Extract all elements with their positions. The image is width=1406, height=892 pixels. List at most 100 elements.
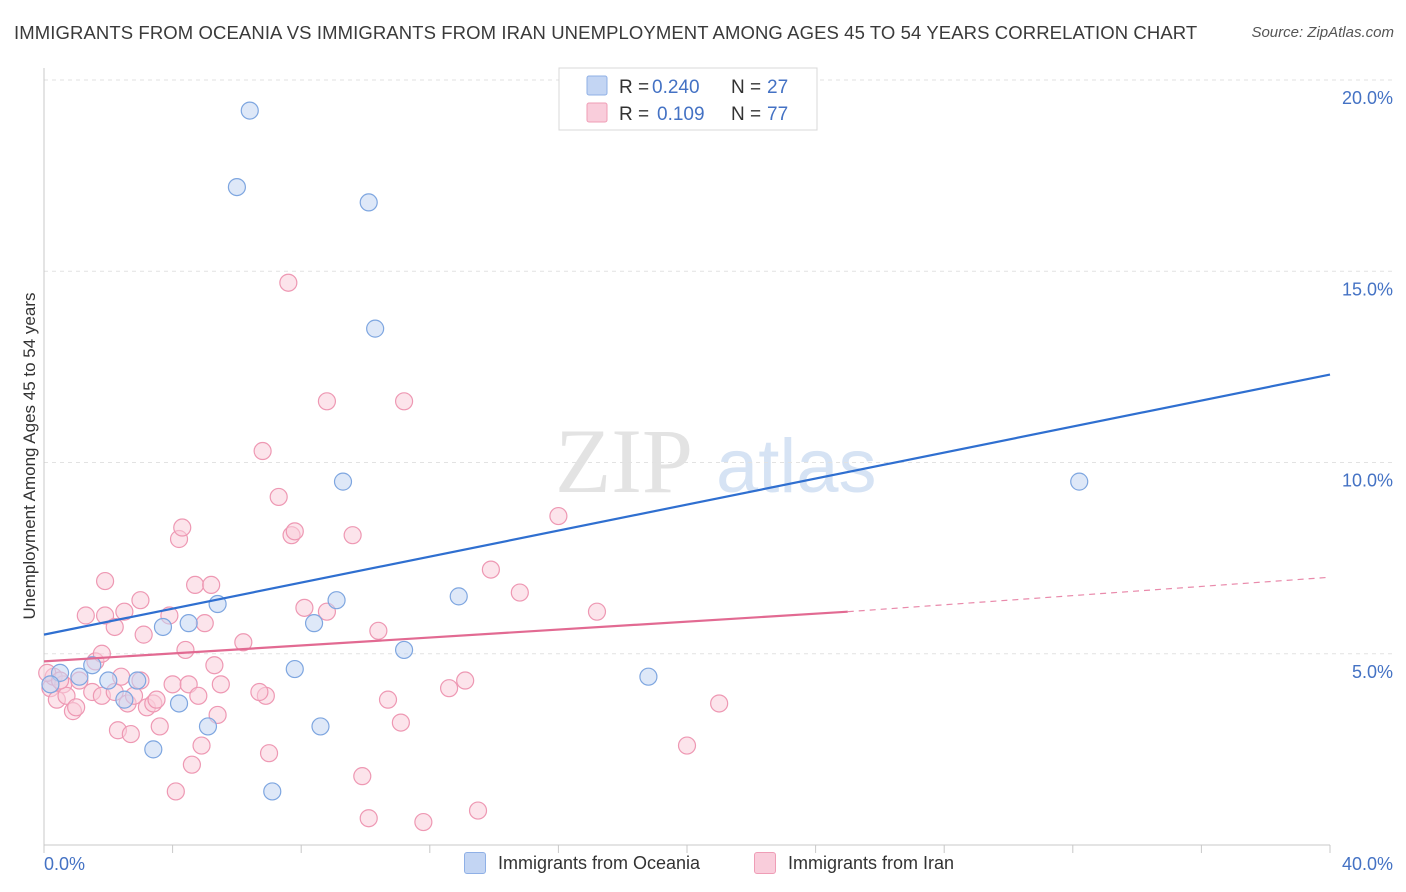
oceania-point [169,694,189,713]
oceania-point [327,591,346,610]
oceania-point [1070,472,1089,491]
iran-point [182,755,201,774]
iran-point [269,487,288,507]
oceania-point [240,101,259,120]
oceania-point [115,690,134,709]
iran-point [95,571,115,591]
oceania-point [639,667,658,686]
bottom-legend: Immigrants from Oceania Immigrants from … [0,852,1406,876]
y-tick-label: 5.0% [1352,662,1393,682]
oceania-point [153,617,173,637]
iran-point [186,575,205,595]
iran-point [359,809,378,828]
oceania-point [128,671,147,690]
iran-point [710,694,729,713]
oceania-point [394,640,414,660]
y-tick-labels: 5.0% 10.0% 15.0% 20.0% [1342,88,1393,682]
legend: R = 0.240 N = 27 R = 0.109 N = 77 [558,67,818,131]
iran-point [439,679,459,698]
iran-point [205,656,224,675]
trend-line-iran [43,610,848,663]
iran-point [394,392,414,411]
iran-point [587,602,607,621]
oceania-point [99,671,118,690]
iran-point [279,273,298,292]
legend-r-value-iran: 0.109 [657,104,705,125]
series-oceania-points [41,101,1089,801]
oceania-point [263,782,282,801]
x-tick-labels: 0.0% 40.0% [44,854,1393,874]
iran-point [378,690,398,709]
legend-n-label-oceania: N = [731,77,761,98]
y-axis-label: Unemployment Among Ages 45 to 54 years [20,292,39,620]
y-tick-label: 20.0% [1342,88,1393,108]
bottom-legend-label-oceania: Immigrants from Oceania [498,852,701,873]
iran-point [250,682,269,702]
iran-point [285,522,304,541]
iran-point [166,782,185,801]
iran-point [253,441,272,461]
iran-point [192,736,211,755]
trend-line-oceania [43,373,1331,636]
oceania-point [285,659,304,679]
y-tick-label: 10.0% [1342,471,1393,491]
iran-point [295,598,314,617]
legend-r-value-oceania: 0.240 [652,77,700,98]
oceania-point [83,656,102,675]
iran-point [76,606,95,625]
iran-point [353,767,372,786]
x-tick-label-max: 40.0% [1342,854,1393,874]
oceania-point [179,614,198,633]
iran-point [131,591,150,610]
iran-point [121,724,140,744]
iran-point [369,621,388,640]
iran-point [189,686,208,705]
oceania-point [333,472,353,491]
source-label: Source: ZipAtlas.com [1251,24,1394,41]
bottom-legend-label-iran: Immigrants from Iran [788,852,955,873]
oceania-point [144,740,163,759]
bottom-legend-swatch-oceania [464,852,486,874]
legend-n-label-iran: N = [731,104,761,125]
iran-point [481,560,500,579]
oceania-point [70,667,89,686]
bottom-legend-item-oceania: Immigrants from Oceania [464,852,700,874]
watermark-atlas: atlas [716,424,877,509]
gridlines [44,79,1393,655]
y-tick-label: 15.0% [1342,279,1393,299]
iran-point [259,744,279,763]
iran-point [414,812,433,832]
oceania-point [227,178,246,197]
oceania-point [311,717,330,736]
iran-point [343,526,362,545]
oceania-point [304,614,324,633]
oceania-point [41,675,60,694]
iran-point [234,633,253,652]
iran-point [549,506,568,526]
legend-swatch-iran [586,102,608,123]
legend-r-label-iran: R = [619,104,649,125]
x-ticks [43,845,1331,853]
watermark-zip: ZIP [555,410,693,512]
iran-point [176,640,195,660]
iran-point [134,625,153,644]
oceania-point [366,319,385,338]
iran-point [67,698,86,717]
trend-line-iran-extension [847,576,1331,613]
oceania-point [359,193,378,212]
bottom-legend-item-iran: Immigrants from Iran [754,852,954,874]
iran-point [147,690,166,709]
legend-n-value-iran: 77 [767,104,788,125]
chart-title: IMMIGRANTS FROM OCEANIA VS IMMIGRANTS FR… [14,22,1198,43]
bottom-legend-swatch-iran [754,852,776,874]
oceania-point [198,717,218,736]
iran-point [677,736,697,755]
iran-point [173,518,192,537]
iran-point [105,617,124,637]
iran-point [115,602,134,621]
iran-point [317,392,337,411]
iran-point [211,675,230,694]
legend-n-value-oceania: 27 [767,77,788,98]
x-tick-label-min: 0.0% [44,854,85,874]
